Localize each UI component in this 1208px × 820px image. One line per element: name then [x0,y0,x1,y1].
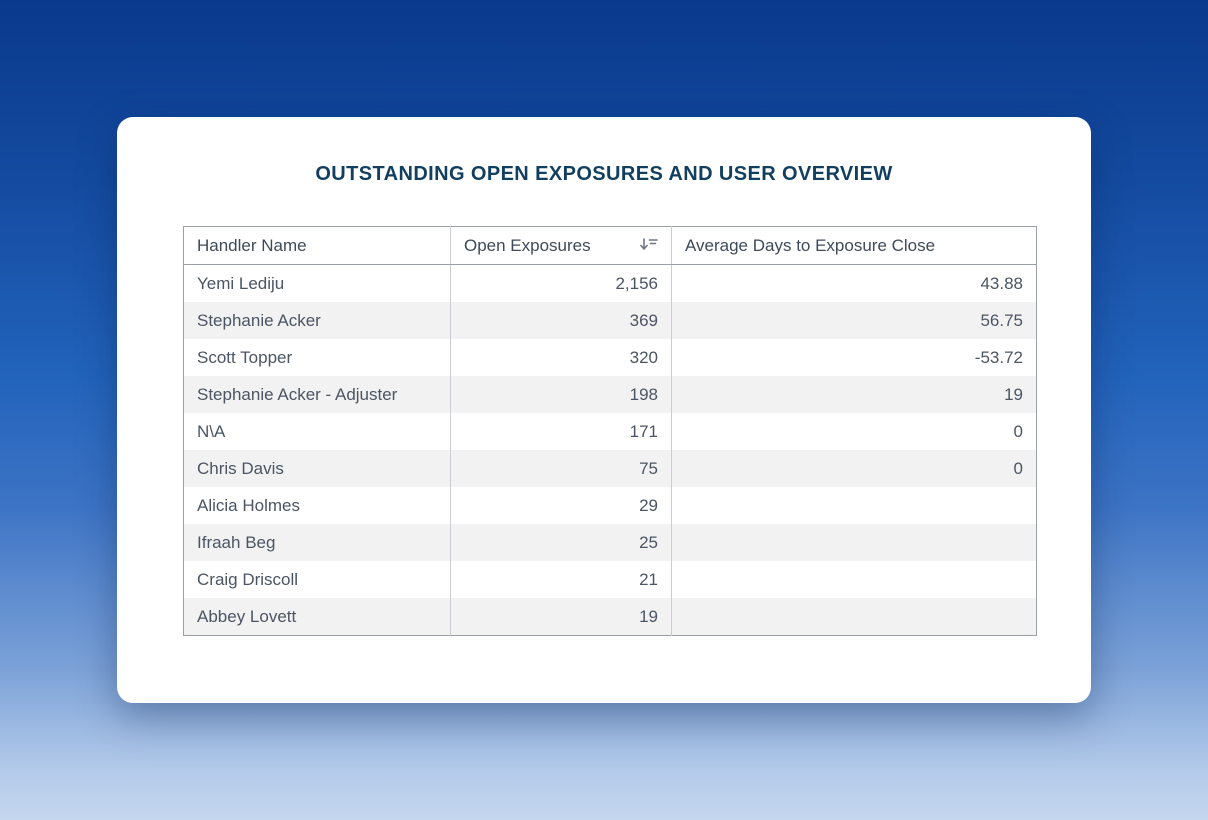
page-title: OUTSTANDING OPEN EXPOSURES AND USER OVER… [315,163,893,185]
cell-open-exposures: 21 [450,561,672,598]
cell-open-exposures: 19 [450,598,672,636]
table-row[interactable]: N\A 171 0 [184,413,1037,450]
cell-average-days: 43.88 [671,264,1037,302]
report-card: OUTSTANDING OPEN EXPOSURES AND USER OVER… [117,117,1091,703]
cell-handler-name: Chris Davis [183,450,451,487]
column-header-label: Handler Name [197,235,307,255]
cell-average-days: -53.72 [671,339,1037,376]
cell-handler-name: Stephanie Acker - Adjuster [183,376,451,413]
cell-average-days: 56.75 [671,302,1037,339]
exposures-table: Handler Name Open Exposures [183,226,1037,636]
cell-average-days [671,524,1037,561]
table-row[interactable]: Ifraah Beg 25 [183,524,1037,561]
cell-open-exposures: 75 [450,450,672,487]
table-header-row: Handler Name Open Exposures [183,226,1037,265]
table-row[interactable]: Yemi Lediju 2,156 43.88 [184,264,1037,302]
cell-handler-name: Ifraah Beg [183,524,451,561]
cell-average-days: 19 [671,376,1037,413]
cell-average-days: 0 [671,450,1037,487]
cell-handler-name: Craig Driscoll [197,569,299,589]
cell-handler-name: N\A [197,421,226,441]
table-row[interactable]: Craig Driscoll 21 [184,561,1037,598]
table-row[interactable]: Scott Topper 320 -53.72 [184,339,1037,376]
table-row[interactable]: Chris Davis 75 0 [183,450,1037,487]
table-row[interactable]: Stephanie Acker 369 56.75 [183,302,1037,339]
column-header-average-days[interactable]: Average Days to Exposure Close [671,226,1037,265]
column-header-label: Average Days to Exposure Close [685,235,936,255]
column-header-label: Open Exposures [464,235,591,255]
table-row[interactable]: Abbey Lovett 19 [183,598,1037,636]
cell-average-days [671,561,1037,598]
cell-handler-name: Yemi Lediju [197,273,285,293]
sort-descending-icon[interactable] [640,236,658,256]
cell-open-exposures: 2,156 [450,264,672,302]
column-header-handler-name[interactable]: Handler Name [183,226,451,265]
cell-average-days: 0 [671,413,1037,450]
cell-open-exposures: 320 [450,339,672,376]
cell-open-exposures: 198 [450,376,672,413]
cell-handler-name: Alicia Holmes [197,495,300,515]
cell-open-exposures: 25 [450,524,672,561]
cell-average-days [671,487,1037,524]
cell-open-exposures: 369 [450,302,672,339]
cell-open-exposures: 171 [450,413,672,450]
cell-handler-name: Abbey Lovett [183,598,451,636]
column-header-open-exposures[interactable]: Open Exposures [450,226,672,265]
cell-handler-name: Scott Topper [197,347,293,367]
cell-open-exposures: 29 [450,487,672,524]
cell-handler-name: Stephanie Acker [183,302,451,339]
table-row[interactable]: Alicia Holmes 29 [184,487,1037,524]
cell-average-days [671,598,1037,636]
table-row[interactable]: Stephanie Acker - Adjuster 198 19 [183,376,1037,413]
